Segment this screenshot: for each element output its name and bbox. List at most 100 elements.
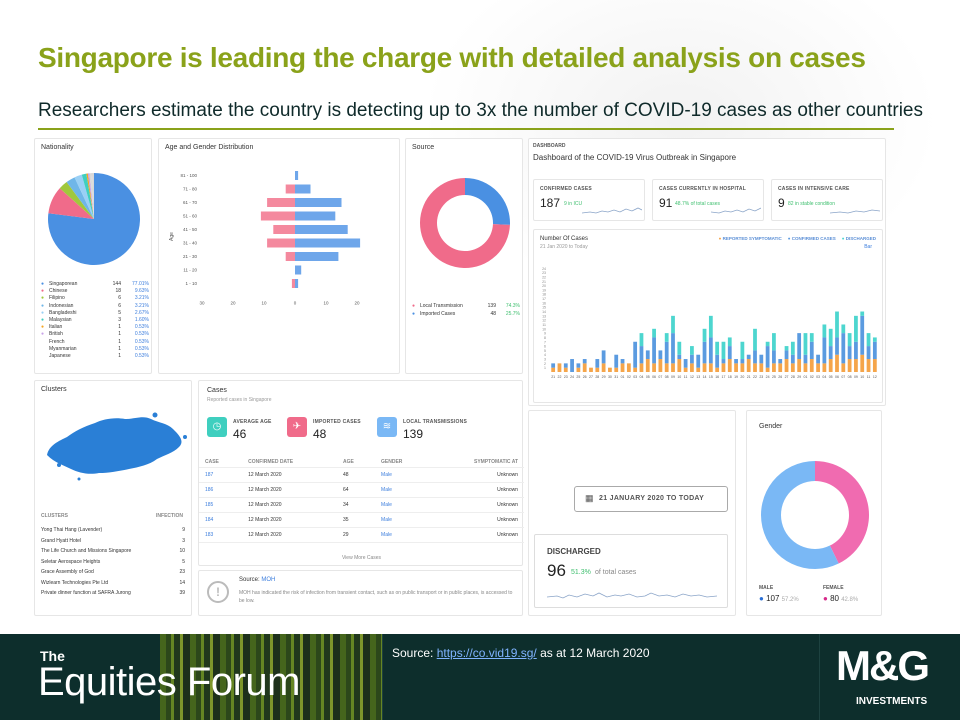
case-id-link[interactable]: 185 bbox=[199, 497, 243, 513]
footer-source-link[interactable]: https://co.vid19.sg/ bbox=[436, 646, 537, 660]
case-bar bbox=[784, 346, 789, 351]
hospital-cases-note: 48.7% of total cases bbox=[675, 201, 721, 207]
chart-mode-select[interactable]: Bar bbox=[864, 244, 872, 250]
legend-item[interactable]: ● CONFIRMED CASES bbox=[788, 236, 836, 241]
cluster-count: 5 bbox=[182, 558, 185, 565]
case-row[interactable]: 186 12 March 2020 64 Male Unknown bbox=[199, 482, 524, 498]
female-bar bbox=[285, 252, 295, 261]
average-age-value: 46 bbox=[233, 427, 247, 441]
gender-card: Gender MALE FEMALE ● 107 57.2% ● 80 42.8… bbox=[746, 410, 882, 616]
legend-dot-icon: ● bbox=[41, 288, 45, 295]
case-bar bbox=[683, 367, 688, 372]
footer-source-suffix: as at 12 March 2020 bbox=[536, 646, 650, 660]
case-bar bbox=[746, 354, 751, 360]
case-bar bbox=[727, 337, 732, 347]
case-bar bbox=[664, 333, 669, 342]
x-tick-label: 22 bbox=[558, 375, 562, 379]
case-symptomatic: Unknown bbox=[430, 467, 524, 483]
case-bar bbox=[721, 363, 726, 372]
case-bar bbox=[866, 346, 871, 360]
x-tick-label: 25 bbox=[772, 375, 776, 379]
case-date: 12 March 2020 bbox=[242, 527, 337, 543]
dashboard-card: DASHBOARD Dashboard of the COVID-19 Viru… bbox=[528, 138, 886, 406]
footer-source: Source: https://co.vid19.sg/ as at 12 Ma… bbox=[392, 646, 650, 660]
case-bar bbox=[677, 341, 682, 355]
icu-cases-panel: CASES IN INTENSIVE CARE 9 82 in stable c… bbox=[771, 179, 883, 221]
cluster-row[interactable]: The Life Church and Missions Singapore 10 bbox=[41, 546, 185, 557]
legend-item[interactable]: ● REPORTED SYMPTOMATIC bbox=[719, 236, 782, 241]
nationality-pct: 3.21% bbox=[134, 295, 149, 302]
y-tick-label: 19 bbox=[542, 288, 546, 292]
gender-male-label: MALE bbox=[759, 585, 774, 591]
case-bar bbox=[784, 359, 789, 372]
female-bar bbox=[267, 238, 295, 248]
nationality-slice bbox=[87, 173, 94, 219]
case-bar bbox=[715, 367, 720, 372]
x-tick-label: 29 bbox=[797, 375, 801, 379]
cluster-row[interactable]: Yong Thai Hang (Lavender) 9 bbox=[41, 525, 185, 536]
case-id-link[interactable]: 186 bbox=[199, 482, 243, 498]
discharged-card: DISCHARGED 96 51.3% of total cases bbox=[534, 534, 728, 608]
notice-source-link[interactable]: MOH bbox=[261, 577, 276, 583]
case-bar bbox=[746, 359, 751, 372]
x-tick-label: 02 bbox=[627, 375, 631, 379]
case-bar bbox=[658, 350, 663, 360]
case-id-link[interactable]: 183 bbox=[199, 527, 243, 543]
male-bar bbox=[295, 198, 342, 207]
gender-female-slice bbox=[815, 461, 869, 564]
male-bar bbox=[295, 225, 348, 234]
y-tick-label: 3 bbox=[544, 358, 546, 362]
nationality-slice bbox=[47, 173, 140, 265]
age-axis-tick: 30 bbox=[199, 301, 205, 306]
case-id-link[interactable]: 184 bbox=[199, 512, 243, 528]
case-bar bbox=[690, 346, 694, 355]
cluster-row[interactable]: Private dinner function at SAFRA Jurong 3… bbox=[41, 588, 185, 599]
plane-icon: ✈ bbox=[287, 417, 307, 437]
cluster-row[interactable]: Seletar Aerospace Heights 5 bbox=[41, 557, 185, 568]
case-row[interactable]: 185 12 March 2020 34 Male Unknown bbox=[199, 497, 524, 513]
view-more-cases-link[interactable]: View More Cases bbox=[341, 555, 382, 561]
case-row[interactable]: 183 12 March 2020 29 Male Unknown bbox=[199, 527, 524, 543]
cluster-row[interactable]: Wizlearn Technologies Pte Ltd 14 bbox=[41, 578, 185, 589]
case-id-link[interactable]: 187 bbox=[199, 467, 243, 483]
case-bar bbox=[803, 363, 808, 372]
footer-stripes bbox=[160, 634, 382, 720]
case-bar bbox=[639, 333, 644, 347]
x-tick-label: 23 bbox=[759, 375, 763, 379]
case-gender: Male bbox=[375, 467, 431, 483]
case-bar bbox=[563, 367, 568, 372]
notice-source: Source: MOH bbox=[239, 577, 275, 583]
legend-dot-icon: ● bbox=[41, 309, 45, 316]
cluster-row[interactable]: Grand Hyatt Hotel 3 bbox=[41, 536, 185, 547]
case-row[interactable]: 187 12 March 2020 48 Male Unknown bbox=[199, 467, 524, 483]
cluster-row[interactable]: Grace Assembly of God 23 bbox=[41, 567, 185, 578]
nationality-row: ●Myanmarian 1 0.53% bbox=[41, 346, 149, 353]
case-bar bbox=[841, 363, 846, 372]
case-bar bbox=[715, 341, 720, 355]
icu-cases-label: CASES IN INTENSIVE CARE bbox=[778, 186, 850, 192]
legend-label: DISCHARGED bbox=[845, 236, 876, 241]
nationality-count: 6 bbox=[118, 302, 121, 309]
x-tick-label: 08 bbox=[848, 375, 852, 379]
y-tick-label: 1 bbox=[544, 366, 546, 370]
case-bar bbox=[614, 367, 619, 372]
date-range-button[interactable]: ▦ 21 JANUARY 2020 TO TODAY bbox=[574, 486, 728, 512]
case-age: 29 bbox=[336, 527, 376, 543]
age-gender-card: Age and Gender Distribution Age 81 - 100 7… bbox=[158, 138, 400, 374]
legend-dot-icon: ● bbox=[41, 339, 49, 346]
y-tick-label: 5 bbox=[544, 349, 546, 353]
nationality-name: Myanmarian bbox=[49, 345, 77, 352]
legend-dot-icon: ● bbox=[41, 281, 45, 287]
case-row[interactable]: 184 12 March 2020 35 Male Unknown bbox=[199, 512, 524, 528]
cluster-count: 3 bbox=[182, 537, 185, 544]
y-tick-label: 11 bbox=[542, 323, 546, 327]
confirmed-sparkline bbox=[582, 207, 642, 214]
case-bar bbox=[652, 328, 656, 338]
case-bar bbox=[652, 363, 656, 372]
legend-item[interactable]: ● DISCHARGED bbox=[842, 236, 876, 241]
case-bar bbox=[847, 359, 852, 372]
nationality-row: ●French 1 0.53% bbox=[41, 339, 149, 346]
nationality-name: Italian bbox=[49, 324, 63, 331]
case-symptomatic: Unknown bbox=[430, 497, 524, 513]
case-bar bbox=[671, 363, 675, 372]
